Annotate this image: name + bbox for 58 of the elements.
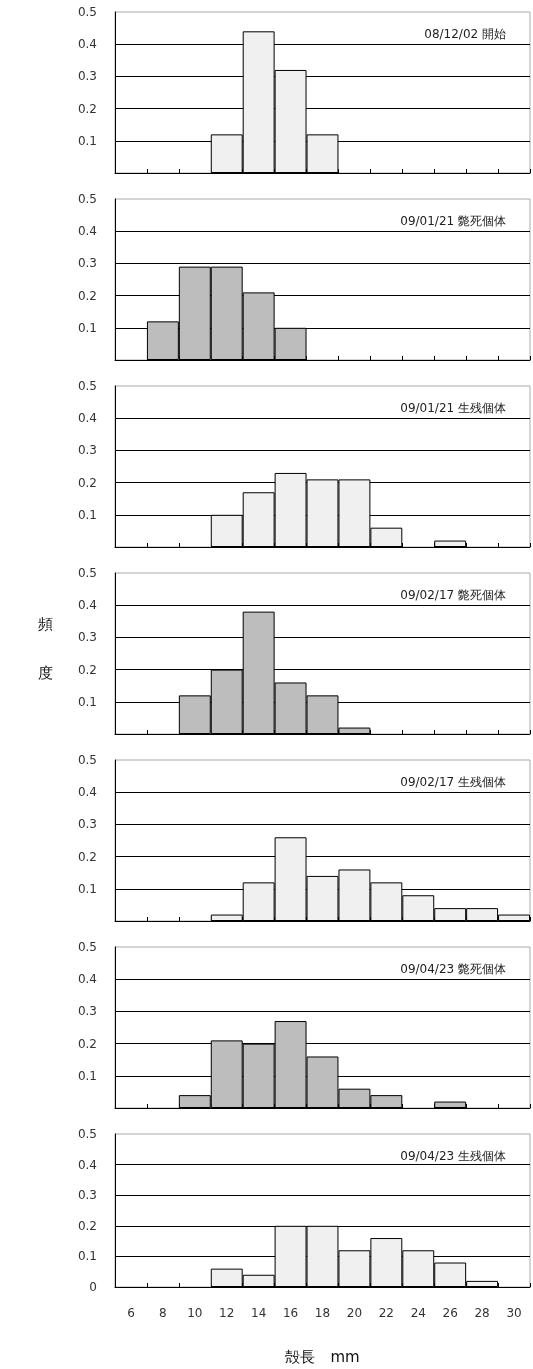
x-axis-title: 殻長 mm [285,1347,360,1366]
y-tick-label: 0.4 [77,972,97,987]
y-axis-title: 頻度 [37,603,55,700]
y-tick-label: 0.3 [77,256,97,271]
text: 09/02/17 生残個体 [400,775,507,789]
y-tick-label: 0.1 [77,1249,97,1264]
x-tick-label: 22 [378,1306,394,1320]
y-tick-label: 0.5 [77,379,97,393]
x-tick-label: 30 [506,1306,522,1320]
y-tick-label: 0.3 [77,443,97,458]
x-tick-label: 10 [187,1306,203,1320]
y-tick-label: 0 [89,1280,97,1294]
y-tick-label: 0.1 [77,881,97,896]
x-tick-label: 8 [159,1306,167,1320]
x-tick-label: 14 [251,1306,267,1320]
y-tick-label: 0.5 [77,566,97,580]
y-tick-label: 0.3 [77,1188,97,1203]
y-tick-label: 0.1 [77,133,97,148]
y-tick-label: 0.2 [77,849,97,864]
text: 09/01/21 生残個体 [400,401,507,415]
y-tick-label: 0.4 [77,785,97,800]
y-tick-label: 0.1 [77,1068,97,1083]
y-tick-label: 0.5 [77,1127,97,1141]
y-tick-label: 0.2 [77,101,97,116]
y-tick-label: 0.3 [77,1004,97,1019]
y-tick-label: 0.5 [77,940,97,954]
x-tick-label: 24 [410,1306,426,1320]
text: 09/01/21 斃死個体 [400,214,507,228]
x-tick-label: 26 [442,1306,458,1320]
y-tick-label: 0.4 [77,1157,97,1172]
x-tick-label: 12 [219,1306,235,1320]
y-tick-label: 0.2 [77,475,97,490]
y-tick-label: 0.3 [77,630,97,645]
x-tick-label: 28 [474,1306,490,1320]
y-tick-label: 0.4 [77,411,97,426]
y-tick-label: 0.1 [77,694,97,709]
y-tick-label: 0.5 [77,192,97,206]
y-tick-label: 0.2 [77,288,97,303]
y-tick-label: 0.5 [77,753,97,767]
text: 08/12/02 開始 [424,27,507,41]
y-tick-label: 0.1 [77,320,97,335]
y-tick-label: 0.4 [77,598,97,613]
x-tick-label: 6 [127,1306,135,1320]
text: 09/04/23 斃死個体 [400,962,507,976]
y-tick-label: 0.5 [77,5,97,19]
y-tick-label: 0.3 [77,69,97,84]
y-tick-label: 0.4 [77,37,97,52]
y-tick-label: 0.2 [77,1218,97,1233]
x-tick-label: 16 [282,1306,299,1320]
y-tick-label: 0.2 [77,1036,97,1051]
text: 09/02/17 斃死個体 [400,588,507,602]
text: 09/04/23 生残個体 [400,1149,507,1163]
y-tick-label: 0.1 [77,507,97,522]
y-tick-label: 0.2 [77,662,97,677]
y-tick-label: 0.3 [77,817,97,832]
y-tick-label: 0.4 [77,224,97,239]
x-tick-label: 20 [346,1306,363,1320]
x-tick-label: 18 [314,1306,331,1320]
